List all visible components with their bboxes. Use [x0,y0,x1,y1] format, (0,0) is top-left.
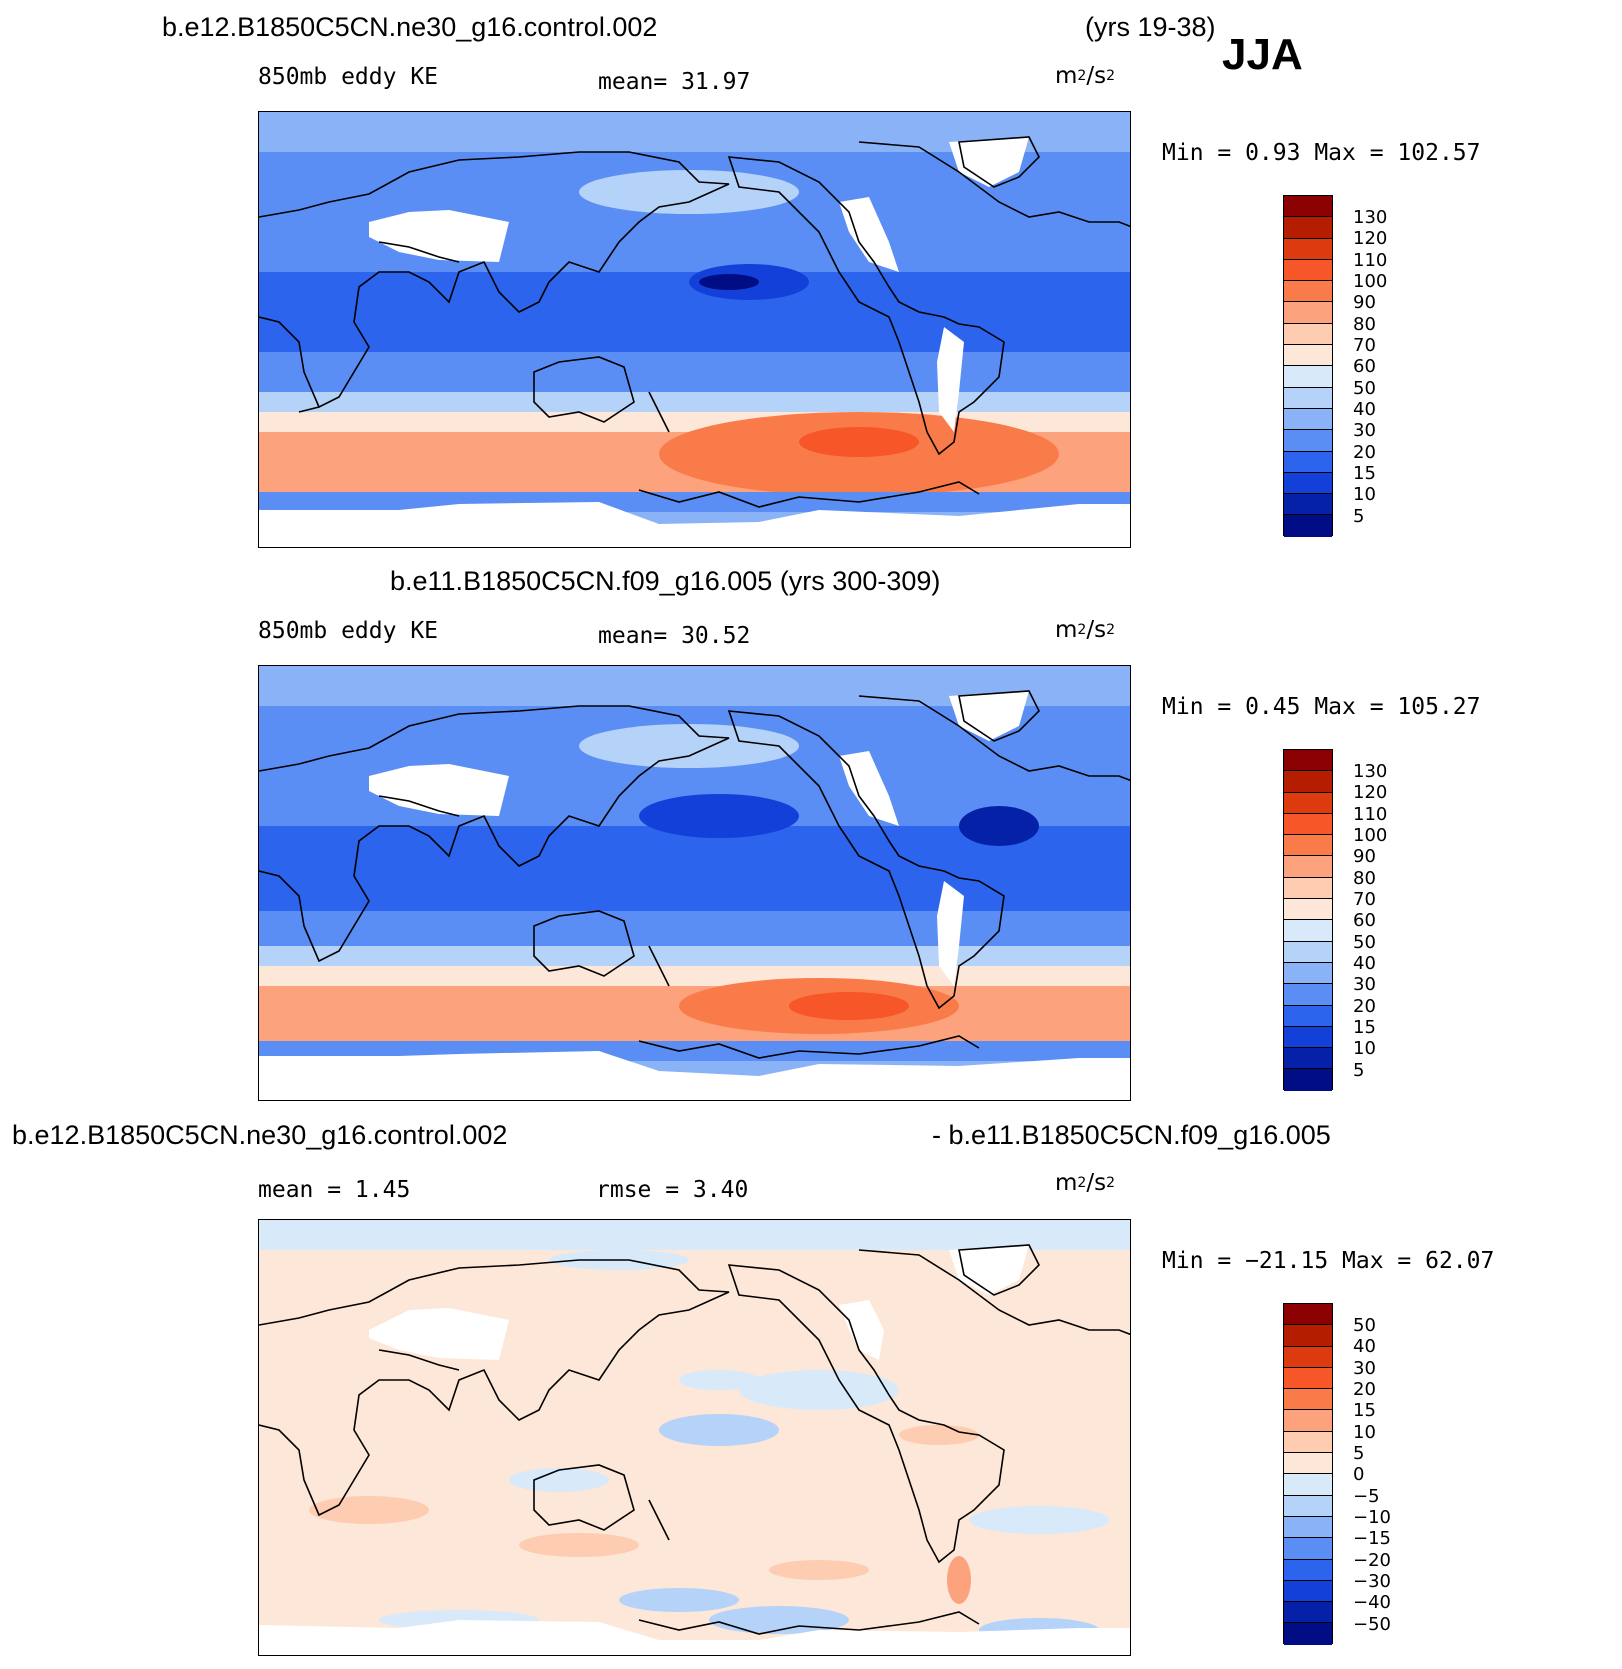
panel2-cb-label: 110 [1353,804,1388,825]
panel3-title-right: - b.e11.B1850C5CN.f09_g16.005 [932,1120,1331,1150]
panel3-colorbar [1283,1303,1333,1645]
panel1-cb-label: 50 [1353,378,1376,399]
panel1-cb-label: 20 [1353,442,1376,463]
panel3-cb-label: 50 [1353,1315,1376,1336]
panel3-mean-label: mean = 1.45 [258,1177,411,1203]
panel2-mean-label: mean= 30.52 [598,623,751,649]
panel2-cb-label: 120 [1353,782,1388,803]
panel3-map [258,1219,1131,1656]
panel2-cb-label: 20 [1353,996,1376,1017]
panel3-cb-label: −20 [1353,1550,1391,1571]
panel2-units: m2/s2 [1055,617,1115,643]
panel1-map [258,111,1131,548]
panel2-cb-label: 40 [1353,953,1376,974]
panel3-cb-label: 10 [1353,1422,1376,1443]
panel2-cb-label: 30 [1353,974,1376,995]
panel3-cb-label: 40 [1353,1336,1376,1357]
panel1-cb-label: 70 [1353,335,1376,356]
panel1-cb-label: 15 [1353,463,1376,484]
panel3-title-left: b.e12.B1850C5CN.ne30_g16.control.002 [12,1120,508,1150]
panel2-cb-label: 100 [1353,825,1388,846]
panel2-cb-label: 80 [1353,868,1376,889]
panel1-mean-label: mean= 31.97 [598,69,751,95]
panel2-cb-label: 70 [1353,889,1376,910]
panel1-cb-label: 90 [1353,292,1376,313]
panel2-cb-label: 130 [1353,761,1388,782]
panel1-cb-label: 60 [1353,356,1376,377]
panel1-cb-label: 5 [1353,506,1365,527]
panel3-cb-label: 15 [1353,1400,1376,1421]
panel2-map [258,665,1131,1101]
panel2-title: b.e11.B1850C5CN.f09_g16.005 (yrs 300-309… [390,566,941,596]
panel3-cb-label: 20 [1353,1379,1376,1400]
panel1-cb-label: 110 [1353,250,1388,271]
panel1-cb-label: 120 [1353,228,1388,249]
panel1-units: m2/s2 [1055,63,1115,89]
panel2-colorbar [1283,749,1333,1091]
panel2-cb-label: 50 [1353,932,1376,953]
panel3-cb-label: −30 [1353,1571,1391,1592]
panel2-cb-label: 60 [1353,910,1376,931]
season-label: JJA [1222,30,1303,79]
panel2-cb-label: 90 [1353,846,1376,867]
panel2-variable-label: 850mb eddy KE [258,618,439,644]
panel3-cb-label: −40 [1353,1592,1391,1613]
panel2-cb-label: 5 [1353,1060,1365,1081]
panel3-cb-label: −5 [1353,1486,1380,1507]
panel1-colorbar [1283,195,1333,537]
panel1-minmax: Min = 0.93 Max = 102.57 [1162,140,1481,166]
panel3-cb-label: −50 [1353,1614,1391,1635]
panel3-cb-label: −15 [1353,1528,1391,1549]
panel1-cb-label: 130 [1353,207,1388,228]
panel1-title: b.e12.B1850C5CN.ne30_g16.control.002 [162,12,658,42]
panel1-cb-label: 30 [1353,420,1376,441]
panel3-units: m2/s2 [1055,1170,1115,1196]
panel2-cb-label: 15 [1353,1017,1376,1038]
panel3-cb-label: −10 [1353,1507,1391,1528]
panel2-cb-label: 10 [1353,1038,1376,1059]
panel1-cb-label: 10 [1353,484,1376,505]
panel3-minmax: Min = −21.15 Max = 62.07 [1162,1248,1495,1274]
panel3-cb-label: 0 [1353,1464,1365,1485]
panel3-cb-label: 30 [1353,1358,1376,1379]
panel3-cb-label: 5 [1353,1443,1365,1464]
panel2-minmax: Min = 0.45 Max = 105.27 [1162,694,1481,720]
panel3-rmse-label: rmse = 3.40 [596,1177,749,1203]
panel1-cb-label: 100 [1353,271,1388,292]
panel1-cb-label: 80 [1353,314,1376,335]
panel1-variable-label: 850mb eddy KE [258,64,439,90]
panel1-years: (yrs 19-38) [1085,12,1216,42]
panel1-cb-label: 40 [1353,399,1376,420]
